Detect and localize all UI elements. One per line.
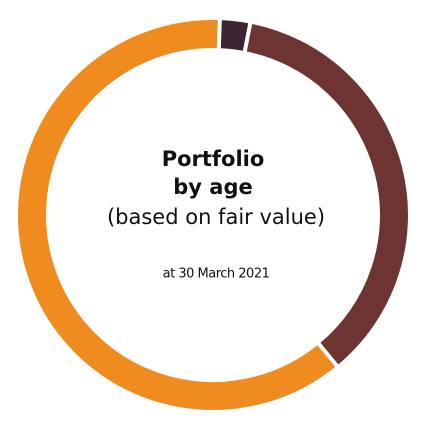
chart-title: by age xyxy=(173,175,252,199)
chart-title: Portfolio xyxy=(162,147,265,171)
annotation: at 30 March 2021 xyxy=(163,267,270,282)
segment-gap xyxy=(308,331,348,378)
donut-segment xyxy=(244,23,408,366)
chart-subtitle: (based on fair value) xyxy=(107,205,325,229)
donut-segment xyxy=(218,20,251,52)
segment-gap xyxy=(216,6,223,63)
donut-segment xyxy=(18,20,337,410)
segment-gap xyxy=(240,9,255,66)
